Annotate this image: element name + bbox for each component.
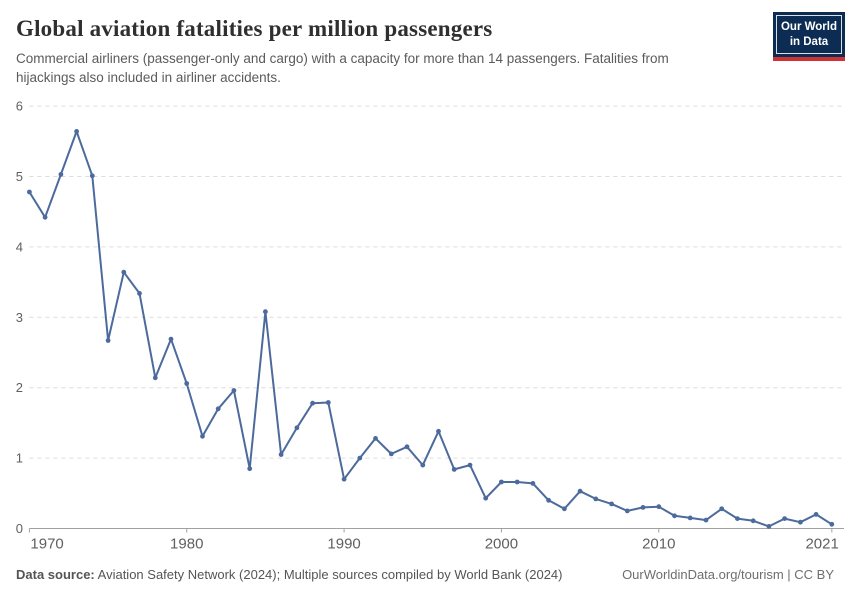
data-point[interactable]: [263, 309, 268, 315]
data-point[interactable]: [451, 467, 457, 473]
data-point[interactable]: [624, 508, 630, 514]
data-point[interactable]: [719, 506, 725, 512]
owid-logo-line1: Our World: [780, 21, 837, 33]
owid-logo[interactable]: Our World in Data: [773, 12, 845, 61]
y-tick-label: 1: [16, 451, 23, 466]
data-line: [28, 130, 833, 528]
data-source-text: Data source: Aviation Safety Network (20…: [16, 567, 563, 582]
data-source-label: Data source:: [16, 567, 95, 583]
data-point[interactable]: [766, 524, 772, 530]
data-source-value: Aviation Safety Network (2024); Multiple…: [94, 567, 563, 583]
data-point[interactable]: [89, 173, 95, 179]
chart-footer: Data source: Aviation Safety Network (20…: [0, 557, 850, 582]
y-tick-label: 5: [16, 169, 23, 184]
data-point[interactable]: [42, 215, 48, 221]
data-point[interactable]: [27, 189, 32, 195]
data-point[interactable]: [325, 400, 331, 406]
data-point[interactable]: [703, 518, 709, 523]
line-chart[interactable]: 0 1 2 3 4 5 6 1970 1980 1990 2000 2010 2021: [0, 95, 850, 557]
data-point[interactable]: [58, 172, 64, 178]
chart-subtitle: Commercial airliners (passenger-only and…: [16, 51, 669, 86]
data-point[interactable]: [798, 520, 803, 525]
x-tick-label: 1990: [327, 536, 360, 553]
data-point[interactable]: [215, 406, 221, 412]
data-point[interactable]: [184, 381, 190, 387]
data-point[interactable]: [672, 513, 677, 519]
data-point[interactable]: [357, 456, 363, 461]
data-point[interactable]: [420, 463, 426, 468]
data-point[interactable]: [750, 518, 756, 524]
data-point[interactable]: [105, 338, 111, 344]
data-point[interactable]: [735, 516, 740, 522]
data-point[interactable]: [577, 489, 583, 494]
data-point[interactable]: [231, 388, 237, 394]
data-point[interactable]: [373, 436, 378, 442]
x-tick-label: 1980: [170, 536, 203, 553]
owid-logo-text: Our World in Data: [776, 15, 842, 54]
data-point[interactable]: [609, 501, 614, 507]
data-point[interactable]: [546, 498, 551, 504]
data-point[interactable]: [294, 425, 300, 431]
data-point[interactable]: [247, 466, 253, 472]
data-point[interactable]: [137, 291, 142, 297]
x-tick-label: 2000: [485, 536, 518, 553]
y-tick-label: 0: [16, 521, 23, 536]
chart-header: Global aviation fatalities per million p…: [0, 0, 850, 87]
x-tick-label: 2010: [642, 536, 675, 553]
data-point[interactable]: [388, 451, 394, 457]
data-point[interactable]: [514, 479, 520, 485]
data-point[interactable]: [121, 270, 127, 275]
chart-area: 0 1 2 3 4 5 6 1970 1980 1990 2000 2010 2021: [0, 95, 850, 557]
data-point[interactable]: [687, 515, 693, 521]
data-point[interactable]: [278, 452, 284, 458]
data-point[interactable]: [640, 505, 646, 511]
data-point[interactable]: [499, 479, 504, 485]
data-point[interactable]: [310, 401, 315, 406]
data-point[interactable]: [404, 444, 410, 450]
data-point[interactable]: [200, 434, 205, 440]
data-point[interactable]: [168, 337, 174, 342]
data-point[interactable]: [436, 429, 441, 435]
x-tick-label: 1970: [30, 536, 63, 553]
chart-title: Global aviation fatalities per million p…: [16, 16, 493, 41]
x-tick-label: 2021: [805, 536, 838, 553]
data-point[interactable]: [530, 481, 536, 487]
y-tick-label: 6: [16, 99, 23, 114]
y-tick-label: 4: [16, 240, 23, 255]
data-point[interactable]: [656, 504, 662, 510]
data-point[interactable]: [467, 463, 473, 468]
data-point[interactable]: [483, 496, 489, 501]
y-tick-label: 3: [16, 310, 23, 325]
data-point[interactable]: [74, 129, 79, 135]
data-point[interactable]: [813, 512, 819, 518]
data-point[interactable]: [593, 496, 599, 502]
data-point[interactable]: [152, 375, 158, 381]
license-credit[interactable]: OurWorldinData.org/tourism | CC BY: [622, 567, 834, 583]
data-point[interactable]: [782, 516, 787, 522]
data-point[interactable]: [829, 522, 835, 528]
data-point[interactable]: [562, 506, 567, 512]
owid-logo-line2: in Data: [789, 35, 829, 48]
y-tick-label: 2: [16, 381, 23, 396]
owid-logo-stripe: [773, 56, 845, 61]
data-point[interactable]: [341, 477, 347, 482]
